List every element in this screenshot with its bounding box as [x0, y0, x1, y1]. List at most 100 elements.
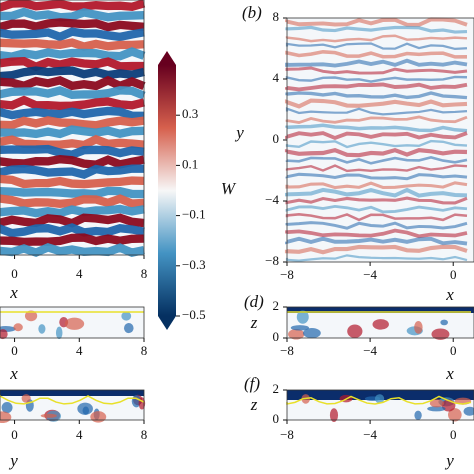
field-streak [285, 58, 468, 68]
field-streak [0, 204, 145, 218]
tick-label: 0 [450, 343, 457, 358]
field-streak [285, 204, 468, 214]
field-streak [0, 223, 145, 238]
field-streak [0, 186, 145, 199]
field-blob [0, 329, 8, 340]
field-streak [285, 236, 468, 246]
field-blob [24, 310, 38, 322]
field-streak [0, 116, 145, 130]
field-blob [55, 326, 63, 340]
field-blob [296, 310, 309, 324]
field-streak [285, 107, 468, 116]
tick-label: 8 [273, 9, 280, 24]
field-streak [285, 75, 468, 83]
axis-label: x [9, 364, 18, 383]
field-blob [431, 328, 450, 340]
field-streak [0, 242, 145, 257]
field-streak [285, 66, 468, 75]
field-blob [414, 320, 423, 334]
field-blob [303, 327, 321, 339]
field-streak [285, 50, 468, 59]
tick-label: −4 [363, 427, 377, 442]
tick-label: 0.3 [182, 106, 198, 121]
tick-label: 8 [141, 343, 148, 358]
field-top [287, 307, 474, 313]
field-streak [0, 0, 146, 12]
field-streak [285, 123, 468, 133]
field-plot [0, 307, 144, 340]
tick-label: −4 [265, 192, 279, 207]
field-blob [290, 325, 310, 331]
tick-label: 4 [76, 427, 83, 442]
field-plot [0, 0, 146, 257]
field-blob [77, 402, 93, 415]
frame [286, 389, 474, 421]
field-blob [1, 401, 13, 414]
axis-label: z [250, 395, 258, 414]
field-blob [288, 328, 305, 340]
tick-label: −4 [363, 343, 377, 358]
field-streak [0, 164, 145, 180]
field-blob [414, 410, 422, 420]
field-streak [285, 181, 468, 190]
tick-label: 0 [273, 411, 280, 426]
field-streak [0, 38, 145, 51]
frame [0, 0, 145, 256]
field-streak [0, 75, 146, 91]
panel-label: (b) [242, 3, 262, 22]
field-blob [64, 317, 85, 330]
field-streak [0, 134, 145, 150]
axis-label: x [9, 283, 18, 302]
tick-label: 8 [141, 266, 148, 281]
field-streak [285, 131, 468, 141]
field-streak [0, 27, 145, 42]
tick-label: 0.1 [182, 156, 198, 171]
field-blob [40, 413, 57, 418]
field-streak [0, 66, 145, 81]
field-blob [440, 319, 448, 326]
field-streak [285, 17, 468, 27]
tick-label: 0 [11, 427, 18, 442]
field-blob [372, 319, 389, 330]
field-streak [285, 115, 468, 124]
field-streak [0, 233, 145, 247]
field-streak [0, 125, 145, 139]
field-streak [0, 213, 145, 228]
field-streak [285, 164, 468, 173]
field-streak [285, 156, 468, 165]
tick-label: −0.1 [182, 207, 206, 222]
field-plot [284, 17, 474, 262]
tick-label: −4 [363, 267, 377, 282]
field-streak [285, 213, 468, 222]
field-blob [374, 394, 385, 404]
tick-label: 2 [273, 298, 280, 313]
colorbar [158, 65, 176, 316]
field-streak [284, 244, 468, 255]
field-blob [123, 323, 134, 334]
tick-label: 0 [11, 343, 18, 358]
colorbar-extend [158, 51, 176, 65]
axis-label: x [445, 364, 454, 383]
field-streak [285, 34, 468, 43]
tick-label: 0 [450, 267, 457, 282]
field-plot [286, 390, 474, 422]
tick-label: −0.5 [182, 307, 206, 322]
panel-label: (f) [244, 374, 260, 393]
field-streak [0, 144, 145, 159]
tick-label: −8 [280, 427, 294, 442]
tick-label: 0 [273, 329, 280, 344]
field-plot [0, 390, 146, 424]
axis-label: x [445, 285, 454, 304]
field-streak [284, 187, 468, 198]
field-top [0, 390, 144, 396]
field-blob [21, 394, 31, 403]
field-streak [0, 86, 146, 100]
colorbar-label: W [221, 179, 237, 198]
field-bg [287, 18, 474, 262]
tick-label: 0 [11, 266, 18, 281]
tick-label: −0.3 [182, 257, 206, 272]
field-streak [0, 95, 145, 111]
axis-label: y [8, 451, 18, 470]
field-streak [284, 147, 468, 158]
